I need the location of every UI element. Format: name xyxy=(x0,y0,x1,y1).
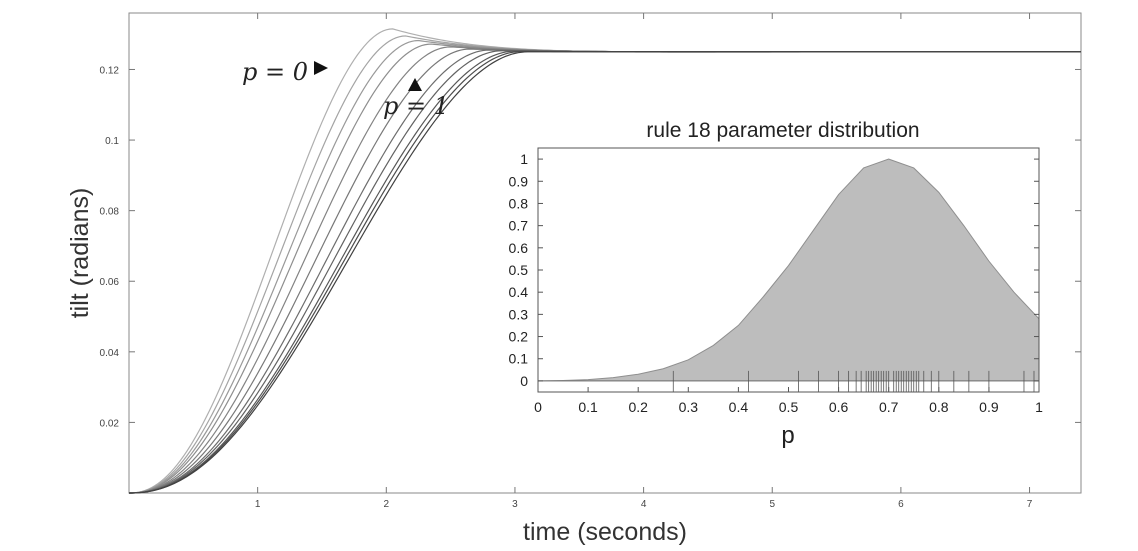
y-tick-label: 0.1 xyxy=(105,136,119,147)
inset-y-tick-label: 0.7 xyxy=(509,218,529,234)
x-tick-label: 6 xyxy=(898,499,904,510)
x-tick-label: 7 xyxy=(1027,499,1033,510)
inset-y-tick-label: 0.6 xyxy=(509,240,529,256)
x-tick-label: 5 xyxy=(769,499,775,510)
main-curves xyxy=(128,28,1081,494)
y-axis-title: tilt (radians) xyxy=(66,188,94,319)
inset-y-tick-label: 0.9 xyxy=(509,173,529,189)
inset-y-tick-label: 0 xyxy=(520,373,528,389)
inset-y-tick-label: 0.3 xyxy=(509,306,529,322)
inset-x-tick-label: 0.9 xyxy=(979,399,999,415)
x-tick-label: 4 xyxy=(641,499,647,510)
inset-y-tick-label: 0.5 xyxy=(509,262,529,278)
inset-x-tick-label: 0.2 xyxy=(628,399,648,415)
inset-x-tick-label: 0.3 xyxy=(679,399,699,415)
inset-y-tick-label: 0.8 xyxy=(509,195,529,211)
inset-x-tick-label: 0.1 xyxy=(578,399,598,415)
inset-chart: rule 18 parameter distribution 0 0.1 0.2 0.… xyxy=(487,118,1062,449)
inset-y-tick-label: 0.4 xyxy=(509,284,529,300)
inset-x-tick-label: 0.5 xyxy=(779,399,799,415)
y-tick-label: 0.06 xyxy=(100,277,120,288)
x-tick-label: 1 xyxy=(255,499,261,510)
inset-x-tick-label: 0.4 xyxy=(729,399,749,415)
inset-x-axis-title: p xyxy=(781,422,794,449)
annotation-p1-label: p = 1 xyxy=(383,92,449,120)
annotation-p0-arrow xyxy=(314,61,328,75)
inset-x-tick-label: 0.7 xyxy=(879,399,899,415)
y-tick-label: 0.12 xyxy=(100,65,120,76)
main-axis-ticks: 1 2 3 4 5 6 7 0.02 0.04 0.06 0.08 0.1 0.12 xyxy=(100,13,1081,510)
x-tick-label: 3 xyxy=(512,499,518,510)
inset-y-tick-label: 0.1 xyxy=(509,351,529,367)
inset-rug xyxy=(672,370,1035,392)
annotation-p0-label: p = 0 xyxy=(242,58,308,86)
x-axis-title: time (seconds) xyxy=(523,518,687,546)
inset-y-tick-label: 0.2 xyxy=(509,329,529,345)
annotation-p0: p = 0 xyxy=(242,58,328,86)
inset-distribution xyxy=(537,158,1040,382)
inset-x-tick-label: 0.8 xyxy=(929,399,949,415)
inset-axis-ticks: 0 0.1 0.2 0.3 0.4 0.5 0.6 0.7 0.8 0.9 1 0 0.1 0.2 0.3 0… xyxy=(509,151,1044,415)
annotation-p1-arrow xyxy=(408,78,422,91)
response-curve-line xyxy=(128,51,1081,494)
inset-y-tick-label: 1 xyxy=(520,151,528,167)
inset-x-tick-label: 0 xyxy=(534,399,542,415)
y-tick-label: 0.04 xyxy=(100,348,120,359)
inset-x-tick-label: 0.6 xyxy=(829,399,849,415)
inset-title: rule 18 parameter distribution xyxy=(646,119,919,142)
x-tick-label: 2 xyxy=(384,499,390,510)
distribution-area xyxy=(537,158,1040,382)
y-tick-label: 0.02 xyxy=(100,418,120,429)
inset-x-tick-label: 1 xyxy=(1035,399,1043,415)
annotation-p1: p = 1 xyxy=(383,78,449,120)
y-tick-label: 0.08 xyxy=(100,207,120,218)
